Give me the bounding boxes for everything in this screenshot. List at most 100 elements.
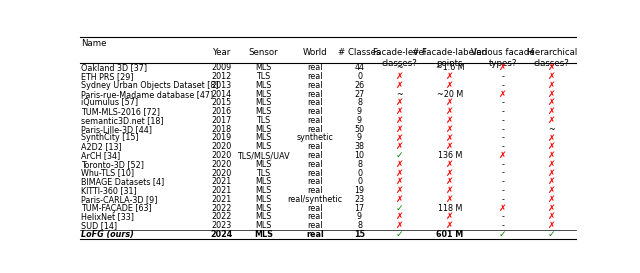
Text: 2022: 2022 [212, 212, 232, 221]
Text: ✗: ✗ [396, 177, 403, 186]
Text: ✗: ✗ [446, 186, 454, 195]
Text: 2019: 2019 [212, 133, 232, 143]
Text: real: real [307, 221, 323, 230]
Text: Paris-Lille-3D [44]: Paris-Lille-3D [44] [81, 125, 152, 134]
Text: MLS: MLS [255, 90, 271, 99]
Text: ✗: ✗ [446, 195, 454, 204]
Text: 38: 38 [355, 142, 365, 151]
Text: real: real [307, 90, 323, 99]
Text: real: real [307, 63, 323, 72]
Text: Various facade
types?: Various facade types? [471, 48, 534, 68]
Text: # Facade-labeled
points: # Facade-labeled points [412, 48, 488, 68]
Text: 2013: 2013 [212, 81, 232, 90]
Text: ✗: ✗ [446, 125, 454, 134]
Text: TLS: TLS [257, 116, 271, 125]
Text: ✗: ✗ [499, 151, 507, 160]
Text: TLS: TLS [257, 72, 271, 81]
Text: -: - [502, 125, 504, 134]
Text: 9: 9 [357, 116, 362, 125]
Text: ✗: ✗ [548, 81, 556, 90]
Text: real: real [307, 98, 323, 107]
Text: real: real [307, 186, 323, 195]
Text: 2021: 2021 [212, 177, 232, 186]
Text: ✗: ✗ [396, 116, 403, 125]
Text: 2017: 2017 [212, 116, 232, 125]
Text: 2023: 2023 [212, 221, 232, 230]
Text: 0: 0 [357, 177, 362, 186]
Text: ✗: ✗ [396, 168, 403, 177]
Text: MLS: MLS [255, 107, 271, 116]
Text: ✗: ✗ [446, 177, 454, 186]
Text: semantic3D.net [18]: semantic3D.net [18] [81, 116, 164, 125]
Text: 19: 19 [355, 186, 365, 195]
Text: ✗: ✗ [396, 186, 403, 195]
Text: TUM-FAÇADE [63]: TUM-FAÇADE [63] [81, 204, 152, 213]
Text: ✗: ✗ [396, 72, 403, 81]
Text: -: - [502, 177, 504, 186]
Text: MLS: MLS [255, 81, 271, 90]
Text: 8: 8 [357, 221, 362, 230]
Text: ✓: ✓ [548, 230, 556, 239]
Text: ✓: ✓ [396, 230, 403, 239]
Text: 2024: 2024 [211, 230, 233, 239]
Text: ✗: ✗ [446, 81, 454, 90]
Text: ✗: ✗ [396, 195, 403, 204]
Text: Hierarchical
classes?: Hierarchical classes? [526, 48, 577, 68]
Text: ~: ~ [548, 125, 555, 134]
Text: -: - [502, 168, 504, 177]
Text: ✗: ✗ [396, 142, 403, 151]
Text: 2020: 2020 [212, 142, 232, 151]
Text: Toronto-3D [52]: Toronto-3D [52] [81, 160, 145, 169]
Text: ✗: ✗ [396, 212, 403, 221]
Text: ✗: ✗ [548, 204, 556, 213]
Text: ✗: ✗ [548, 142, 556, 151]
Text: LoFG (ours): LoFG (ours) [81, 230, 134, 239]
Text: ✓: ✓ [396, 204, 403, 213]
Text: real: real [307, 168, 323, 177]
Text: Paris-CARLA-3D [9]: Paris-CARLA-3D [9] [81, 195, 158, 204]
Text: 2020: 2020 [212, 151, 232, 160]
Text: A2D2 [13]: A2D2 [13] [81, 142, 122, 151]
Text: ✗: ✗ [548, 107, 556, 116]
Text: ✗: ✗ [396, 98, 403, 107]
Text: ✗: ✗ [548, 195, 556, 204]
Text: 2018: 2018 [212, 125, 232, 134]
Text: real: real [307, 107, 323, 116]
Text: Sydney Urban Objects Dataset [8]: Sydney Urban Objects Dataset [8] [81, 81, 219, 90]
Text: -: - [502, 107, 504, 116]
Text: 23: 23 [355, 195, 365, 204]
Text: 8: 8 [357, 98, 362, 107]
Text: MLS: MLS [255, 63, 271, 72]
Text: ✗: ✗ [548, 90, 556, 99]
Text: real: real [307, 212, 323, 221]
Text: ✗: ✗ [446, 212, 454, 221]
Text: ✗: ✗ [548, 133, 556, 143]
Text: 15: 15 [354, 230, 365, 239]
Text: ~20 M: ~20 M [436, 90, 463, 99]
Text: 17: 17 [355, 204, 365, 213]
Text: real: real [307, 151, 323, 160]
Text: TLS: TLS [257, 168, 271, 177]
Text: ✗: ✗ [548, 160, 556, 169]
Text: MLS: MLS [255, 177, 271, 186]
Text: real: real [307, 177, 323, 186]
Text: TUM-MLS-2016 [72]: TUM-MLS-2016 [72] [81, 107, 161, 116]
Text: -: - [502, 195, 504, 204]
Text: Whu-TLS [10]: Whu-TLS [10] [81, 168, 134, 177]
Text: MLS: MLS [255, 186, 271, 195]
Text: -: - [502, 186, 504, 195]
Text: HelixNet [33]: HelixNet [33] [81, 212, 134, 221]
Text: ArCH [34]: ArCH [34] [81, 151, 121, 160]
Text: 50: 50 [355, 125, 365, 134]
Text: -: - [502, 212, 504, 221]
Text: 2012: 2012 [212, 72, 232, 81]
Text: World: World [303, 48, 328, 57]
Text: SUD [14]: SUD [14] [81, 221, 118, 230]
Text: -: - [502, 221, 504, 230]
Text: ✗: ✗ [446, 142, 454, 151]
Text: ✗: ✗ [548, 221, 556, 230]
Text: SynthCity [15]: SynthCity [15] [81, 133, 140, 143]
Text: MLS: MLS [255, 221, 271, 230]
Text: 0: 0 [357, 168, 362, 177]
Text: ✗: ✗ [499, 204, 507, 213]
